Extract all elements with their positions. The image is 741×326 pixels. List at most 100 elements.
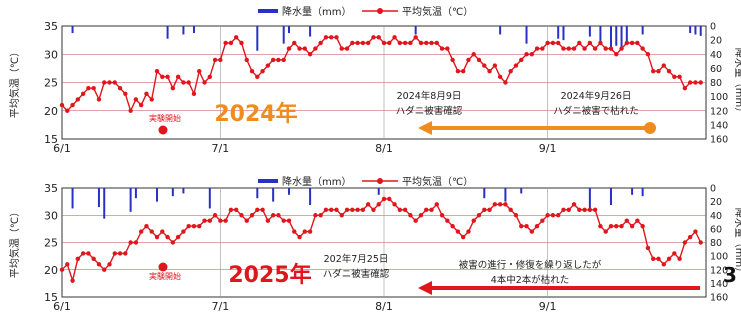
- precip-bar: [641, 26, 644, 35]
- precip-bar: [699, 26, 702, 36]
- precip-bar: [71, 188, 74, 209]
- temperature-point: [603, 46, 608, 51]
- precip-bar: [562, 26, 565, 41]
- precip-bar: [694, 26, 697, 35]
- temperature-point: [144, 91, 149, 97]
- temperature-point: [270, 57, 276, 63]
- precip-bar: [609, 188, 612, 206]
- temperature-point: [344, 46, 350, 51]
- temperature-point: [624, 218, 630, 223]
- temperature-point: [592, 46, 598, 51]
- temperature-point: [128, 108, 133, 113]
- precip-bar: [641, 188, 644, 197]
- temperature-point: [339, 46, 344, 51]
- temperature-point: [424, 40, 429, 46]
- temperature-point: [434, 40, 439, 46]
- temperature-point: [529, 229, 535, 234]
- x-tick-label: 6/1: [53, 300, 71, 313]
- x-tick-label: 7/1: [212, 142, 230, 155]
- temperature-point: [350, 40, 355, 46]
- event2-line1-2025: 被害の進行・修復を繰り返したが: [459, 259, 602, 271]
- precip-bar: [287, 26, 290, 34]
- temperature-point: [471, 218, 476, 223]
- precip-bar: [97, 188, 100, 208]
- temperature-point: [218, 57, 223, 63]
- y2-axis-title: 降水量（mm）: [733, 48, 741, 117]
- temperature-point: [577, 40, 582, 46]
- temperature-point: [587, 40, 593, 46]
- temperature-point: [698, 240, 703, 245]
- temperature-point: [392, 202, 397, 207]
- temperature-point: [381, 196, 387, 202]
- legend-temp-marker: [377, 178, 383, 184]
- temperature-point: [80, 91, 86, 97]
- page-number: 3: [723, 263, 737, 287]
- y2-tick-label: 0: [710, 184, 716, 195]
- temperature-point: [466, 229, 471, 234]
- temperature-point: [307, 52, 313, 57]
- y2-tick-label: 120: [710, 265, 728, 276]
- temperature-point: [170, 85, 176, 91]
- x-tick-label: 7/1: [212, 300, 230, 313]
- y2-tick-label: 20: [710, 36, 722, 47]
- temperature-point: [555, 40, 561, 46]
- temperature-point: [471, 52, 476, 57]
- precip-bar: [615, 26, 618, 46]
- precip-bar: [256, 188, 259, 199]
- temperature-point: [418, 40, 424, 46]
- legend-temp-label: 平均気温（℃）: [402, 5, 473, 18]
- temperature-point: [233, 35, 239, 40]
- temperature-point: [402, 207, 408, 212]
- temperature-point: [487, 207, 492, 212]
- y2-tick-label: 40: [710, 50, 722, 61]
- temperature-point: [59, 102, 65, 108]
- x-tick-label: 9/1: [539, 142, 557, 155]
- event-arrow-head: [418, 121, 432, 135]
- temperature-point: [75, 256, 81, 262]
- temperature-point: [555, 213, 561, 218]
- temperature-point: [107, 262, 112, 267]
- temperature-point: [598, 223, 603, 229]
- temperature-point: [534, 46, 540, 51]
- precip-bar: [171, 188, 174, 197]
- y2-axis-title: 降水量（mm）: [733, 208, 741, 277]
- legend-precip-label: 降水量（mm）: [282, 5, 351, 18]
- temperature-point: [149, 97, 154, 102]
- precip-bar: [166, 26, 169, 39]
- temperature-point: [75, 97, 81, 102]
- start-marker: [158, 125, 168, 135]
- legend: 降水量（mm） 平均気温（℃）: [258, 175, 473, 188]
- y2-tick-label: 140: [710, 279, 728, 290]
- y-tick-label: 20: [44, 105, 58, 118]
- temperature-point: [276, 57, 281, 63]
- y-axis-title: 平均気温（℃）: [8, 207, 21, 278]
- temperature-point: [687, 80, 693, 85]
- temperature-point: [524, 52, 529, 57]
- temperature-point: [672, 74, 677, 80]
- temperature-point: [682, 85, 688, 91]
- temperature-point: [460, 69, 466, 74]
- event1-line2-2024: ハダニ被害確認: [396, 105, 463, 117]
- temperature-point: [503, 80, 508, 85]
- precip-bar: [414, 26, 417, 35]
- precip-bar: [625, 26, 628, 44]
- y-tick-label: 20: [44, 264, 58, 277]
- precip-bar: [689, 26, 692, 34]
- temperature-point: [138, 102, 144, 108]
- temperature-point: [239, 40, 244, 46]
- temperature-point: [191, 91, 197, 97]
- precip-bar: [377, 188, 380, 195]
- temperature-point: [561, 46, 566, 51]
- temperature-point: [276, 213, 281, 218]
- temperature-point: [339, 213, 344, 218]
- y2-tick-label: 60: [710, 64, 722, 75]
- y2-tick-label: 140: [710, 120, 728, 131]
- temperature-point: [313, 213, 318, 218]
- temperature-point: [582, 207, 587, 212]
- temperature-point: [487, 69, 492, 74]
- temperature-point: [513, 63, 519, 68]
- temperature-point: [186, 80, 191, 85]
- temperature-point: [239, 213, 244, 218]
- temperature-point: [96, 262, 102, 267]
- y2-tick-label: 80: [710, 78, 722, 89]
